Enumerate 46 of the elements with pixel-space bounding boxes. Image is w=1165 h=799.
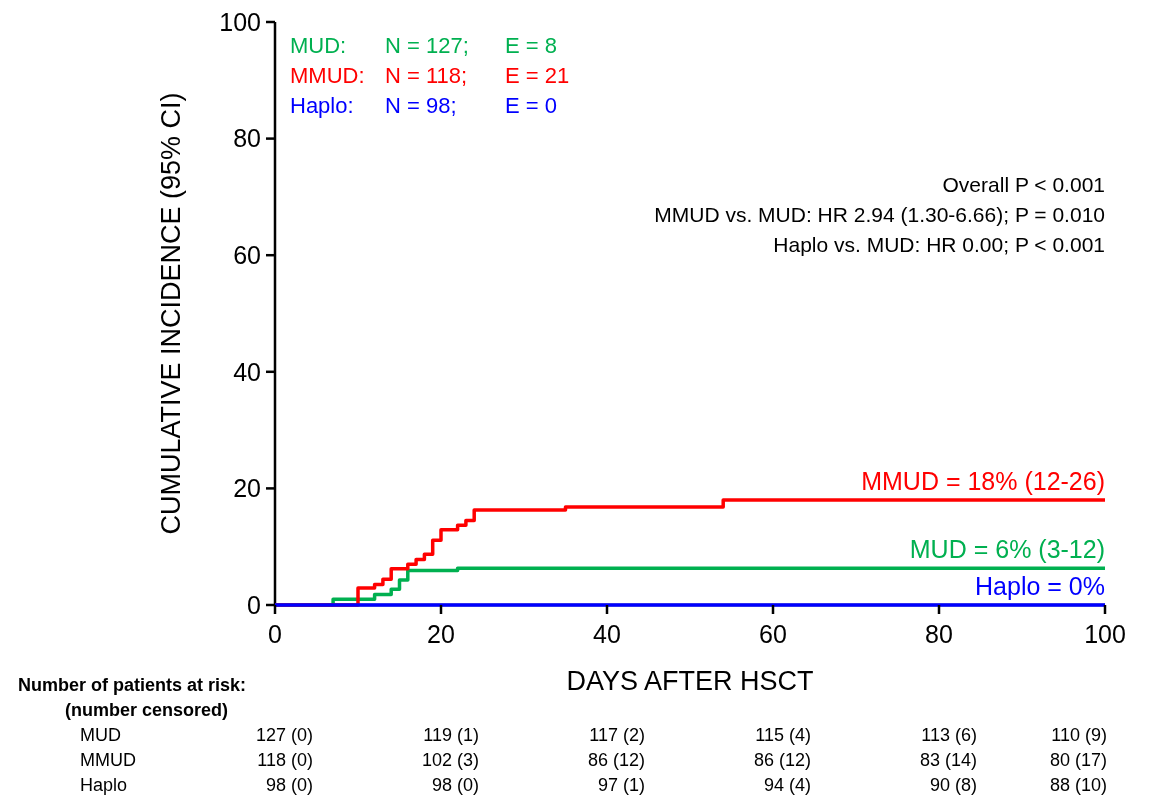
y-tick-label: 40 xyxy=(233,357,261,386)
annotation: MMUD = 18% (12-26) xyxy=(861,467,1105,496)
x-tick-label: 40 xyxy=(593,620,621,648)
x-tick-label: 80 xyxy=(925,620,953,648)
x-tick-label: 60 xyxy=(759,620,787,648)
text: MUD: N = 127; E = 8 xyxy=(290,33,557,58)
text: 86 (12) xyxy=(753,750,811,770)
y-tick-label: 80 xyxy=(233,124,261,153)
text: Number of patients at risk: xyxy=(18,675,247,695)
text: 83 (14) xyxy=(919,750,977,770)
y-tick-label: 100 xyxy=(219,7,261,36)
text: 113 (6) xyxy=(921,725,977,745)
text: MUD xyxy=(80,725,121,745)
annotation: Haplo vs. MUD: HR 0.00; P < 0.001 xyxy=(773,233,1105,256)
x-tick-label: 0 xyxy=(268,620,282,648)
text: 127 (0) xyxy=(255,725,313,745)
text: MMUD xyxy=(80,750,136,770)
text: 102 (3) xyxy=(421,750,479,770)
text: 118 (0) xyxy=(257,750,313,770)
text: MMUD: N = 118; E = 21 xyxy=(290,63,570,88)
annotation: Overall P < 0.001 xyxy=(942,173,1105,196)
text: (number censored) xyxy=(65,700,229,720)
text: 119 (1) xyxy=(423,725,479,745)
text: 117 (2) xyxy=(589,725,645,745)
annotation: MMUD vs. MUD: HR 2.94 (1.30-6.66); P = 0.010 xyxy=(654,203,1105,226)
text: 98 (0) xyxy=(265,775,313,795)
annotation: Haplo = 0% xyxy=(975,572,1105,600)
y-tick-label: 0 xyxy=(247,590,261,619)
x-tick-label: 100 xyxy=(1084,620,1126,648)
x-tick-label: 20 xyxy=(427,620,455,648)
text: 86 (12) xyxy=(587,750,645,770)
text: 98 (0) xyxy=(431,775,479,795)
text: Haplo: N = 98; E = 0 xyxy=(290,93,557,118)
text: 88 (10) xyxy=(1049,775,1107,795)
y-tick-label: 60 xyxy=(233,240,261,269)
y-tick-label: 20 xyxy=(233,474,261,503)
text: 110 (9) xyxy=(1051,725,1107,745)
y-axis-title: CUMULATIVE INCIDENCE (95% CI) xyxy=(156,92,186,535)
text: Haplo xyxy=(80,775,128,795)
text: 80 (17) xyxy=(1049,750,1107,770)
x-axis-title: DAYS AFTER HSCT xyxy=(566,666,814,696)
annotation: MUD = 6% (3-12) xyxy=(909,535,1105,564)
text: 90 (8) xyxy=(929,775,977,795)
text: 115 (4) xyxy=(755,725,811,745)
text: 97 (1) xyxy=(597,775,645,795)
text: 94 (4) xyxy=(763,775,811,795)
